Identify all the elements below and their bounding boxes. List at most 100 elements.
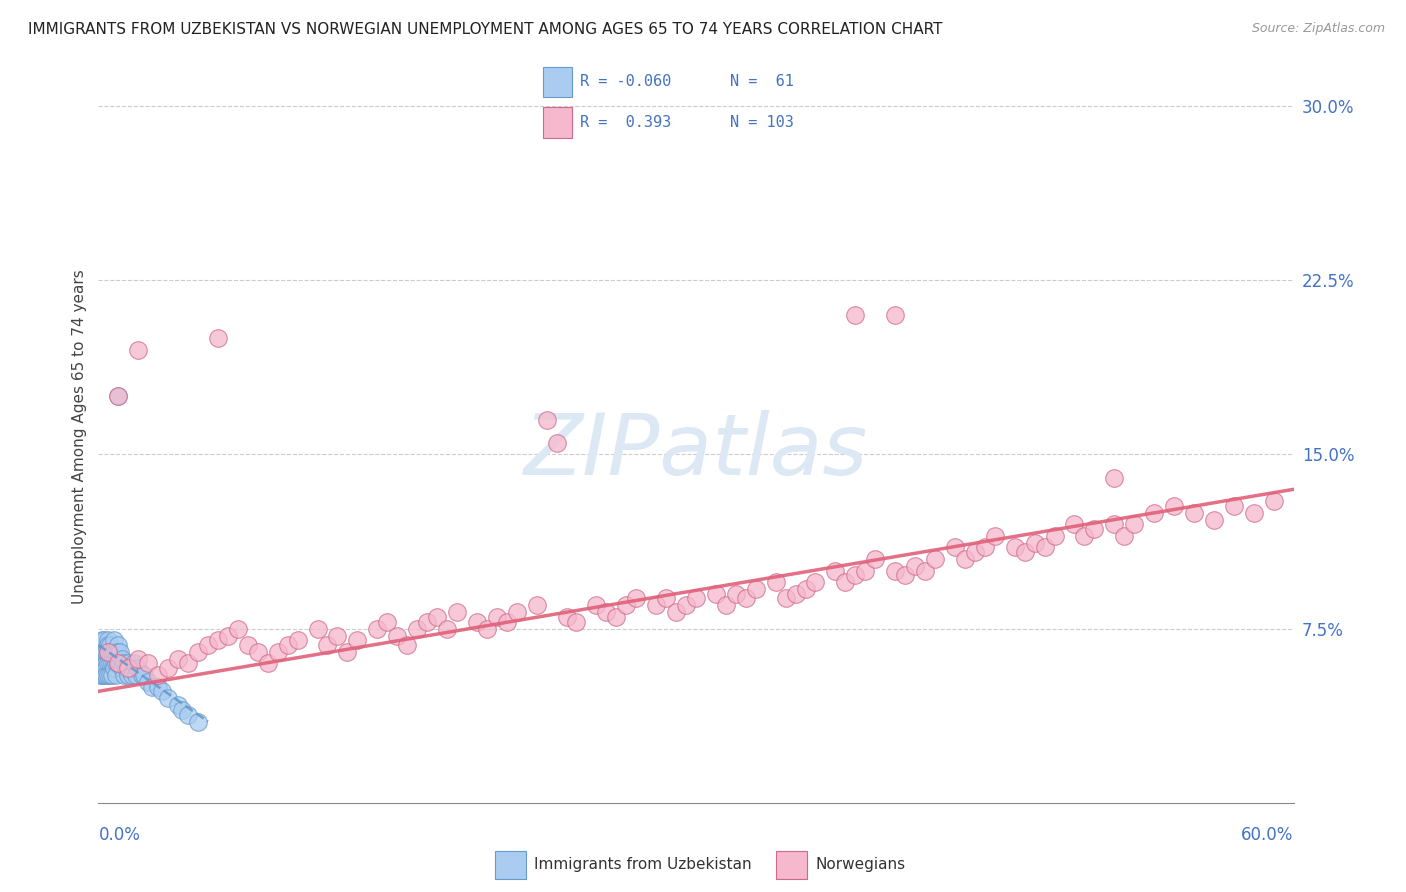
Point	[117, 668, 139, 682]
Point	[157, 691, 180, 706]
Point	[1102, 517, 1125, 532]
Point	[107, 389, 129, 403]
Point	[785, 587, 807, 601]
Point	[96, 668, 118, 682]
Point	[101, 645, 124, 659]
Point	[565, 615, 588, 629]
Point	[1014, 545, 1036, 559]
Point	[93, 668, 115, 682]
Point	[1063, 517, 1085, 532]
Point	[120, 661, 142, 675]
Text: Source: ZipAtlas.com: Source: ZipAtlas.com	[1251, 22, 1385, 36]
Point	[97, 657, 120, 671]
Point	[605, 610, 627, 624]
Point	[125, 668, 148, 682]
Point	[127, 343, 149, 357]
Point	[103, 657, 125, 671]
Point	[426, 610, 449, 624]
Point	[475, 622, 498, 636]
Point	[121, 668, 143, 682]
Point	[1243, 506, 1265, 520]
Point	[107, 638, 129, 652]
Point	[103, 633, 125, 648]
Point	[675, 599, 697, 613]
Point	[734, 591, 756, 606]
Point	[177, 657, 200, 671]
Point	[107, 657, 129, 671]
Point	[506, 606, 529, 620]
Point	[110, 657, 132, 671]
Point	[98, 657, 122, 671]
Point	[853, 564, 876, 578]
Point	[973, 541, 995, 555]
Text: ZIPatlas: ZIPatlas	[524, 410, 868, 493]
Point	[585, 599, 607, 613]
Point	[526, 599, 548, 613]
Point	[953, 552, 976, 566]
Point	[96, 645, 118, 659]
Bar	[495, 851, 526, 879]
Point	[385, 629, 409, 643]
Text: 60.0%: 60.0%	[1241, 826, 1294, 844]
Point	[884, 308, 907, 322]
Point	[117, 657, 139, 671]
Point	[1024, 535, 1046, 549]
Point	[115, 661, 138, 675]
Point	[236, 638, 259, 652]
Point	[136, 675, 159, 690]
Point	[714, 599, 737, 613]
Point	[105, 668, 128, 682]
Point	[307, 622, 329, 636]
Point	[326, 629, 349, 643]
Point	[645, 599, 668, 613]
Point	[105, 657, 128, 671]
Point	[794, 582, 817, 597]
Bar	[776, 851, 807, 879]
Point	[112, 668, 135, 682]
Text: R =  0.393: R = 0.393	[581, 115, 672, 130]
Point	[96, 661, 118, 675]
Point	[167, 652, 190, 666]
Point	[127, 661, 149, 675]
Point	[1043, 529, 1066, 543]
Point	[117, 661, 139, 675]
Point	[256, 657, 278, 671]
Point	[172, 703, 194, 717]
Text: R = -0.060: R = -0.060	[581, 74, 672, 89]
Point	[148, 668, 170, 682]
Point	[98, 638, 122, 652]
Point	[375, 615, 398, 629]
Text: Immigrants from Uzbekistan: Immigrants from Uzbekistan	[534, 857, 752, 872]
Point	[844, 568, 866, 582]
Point	[107, 645, 129, 659]
Point	[485, 610, 508, 624]
Point	[112, 657, 135, 671]
Point	[1143, 506, 1166, 520]
Point	[914, 564, 936, 578]
Point	[863, 552, 886, 566]
Point	[983, 529, 1005, 543]
Point	[614, 599, 637, 613]
Point	[93, 645, 115, 659]
Point	[187, 645, 209, 659]
Point	[111, 661, 134, 675]
Point	[336, 645, 359, 659]
Point	[197, 638, 219, 652]
Point	[765, 575, 787, 590]
Point	[207, 633, 229, 648]
Point	[96, 657, 118, 671]
Point	[91, 633, 114, 648]
Point	[91, 668, 114, 682]
Point	[495, 615, 517, 629]
Point	[436, 622, 458, 636]
Point	[134, 668, 156, 682]
Point	[624, 591, 647, 606]
Point	[406, 622, 429, 636]
Point	[1263, 494, 1285, 508]
Point	[97, 638, 120, 652]
Point	[246, 645, 269, 659]
Point	[745, 582, 768, 597]
Point	[396, 638, 419, 652]
Point	[167, 698, 190, 713]
Point	[97, 668, 120, 682]
